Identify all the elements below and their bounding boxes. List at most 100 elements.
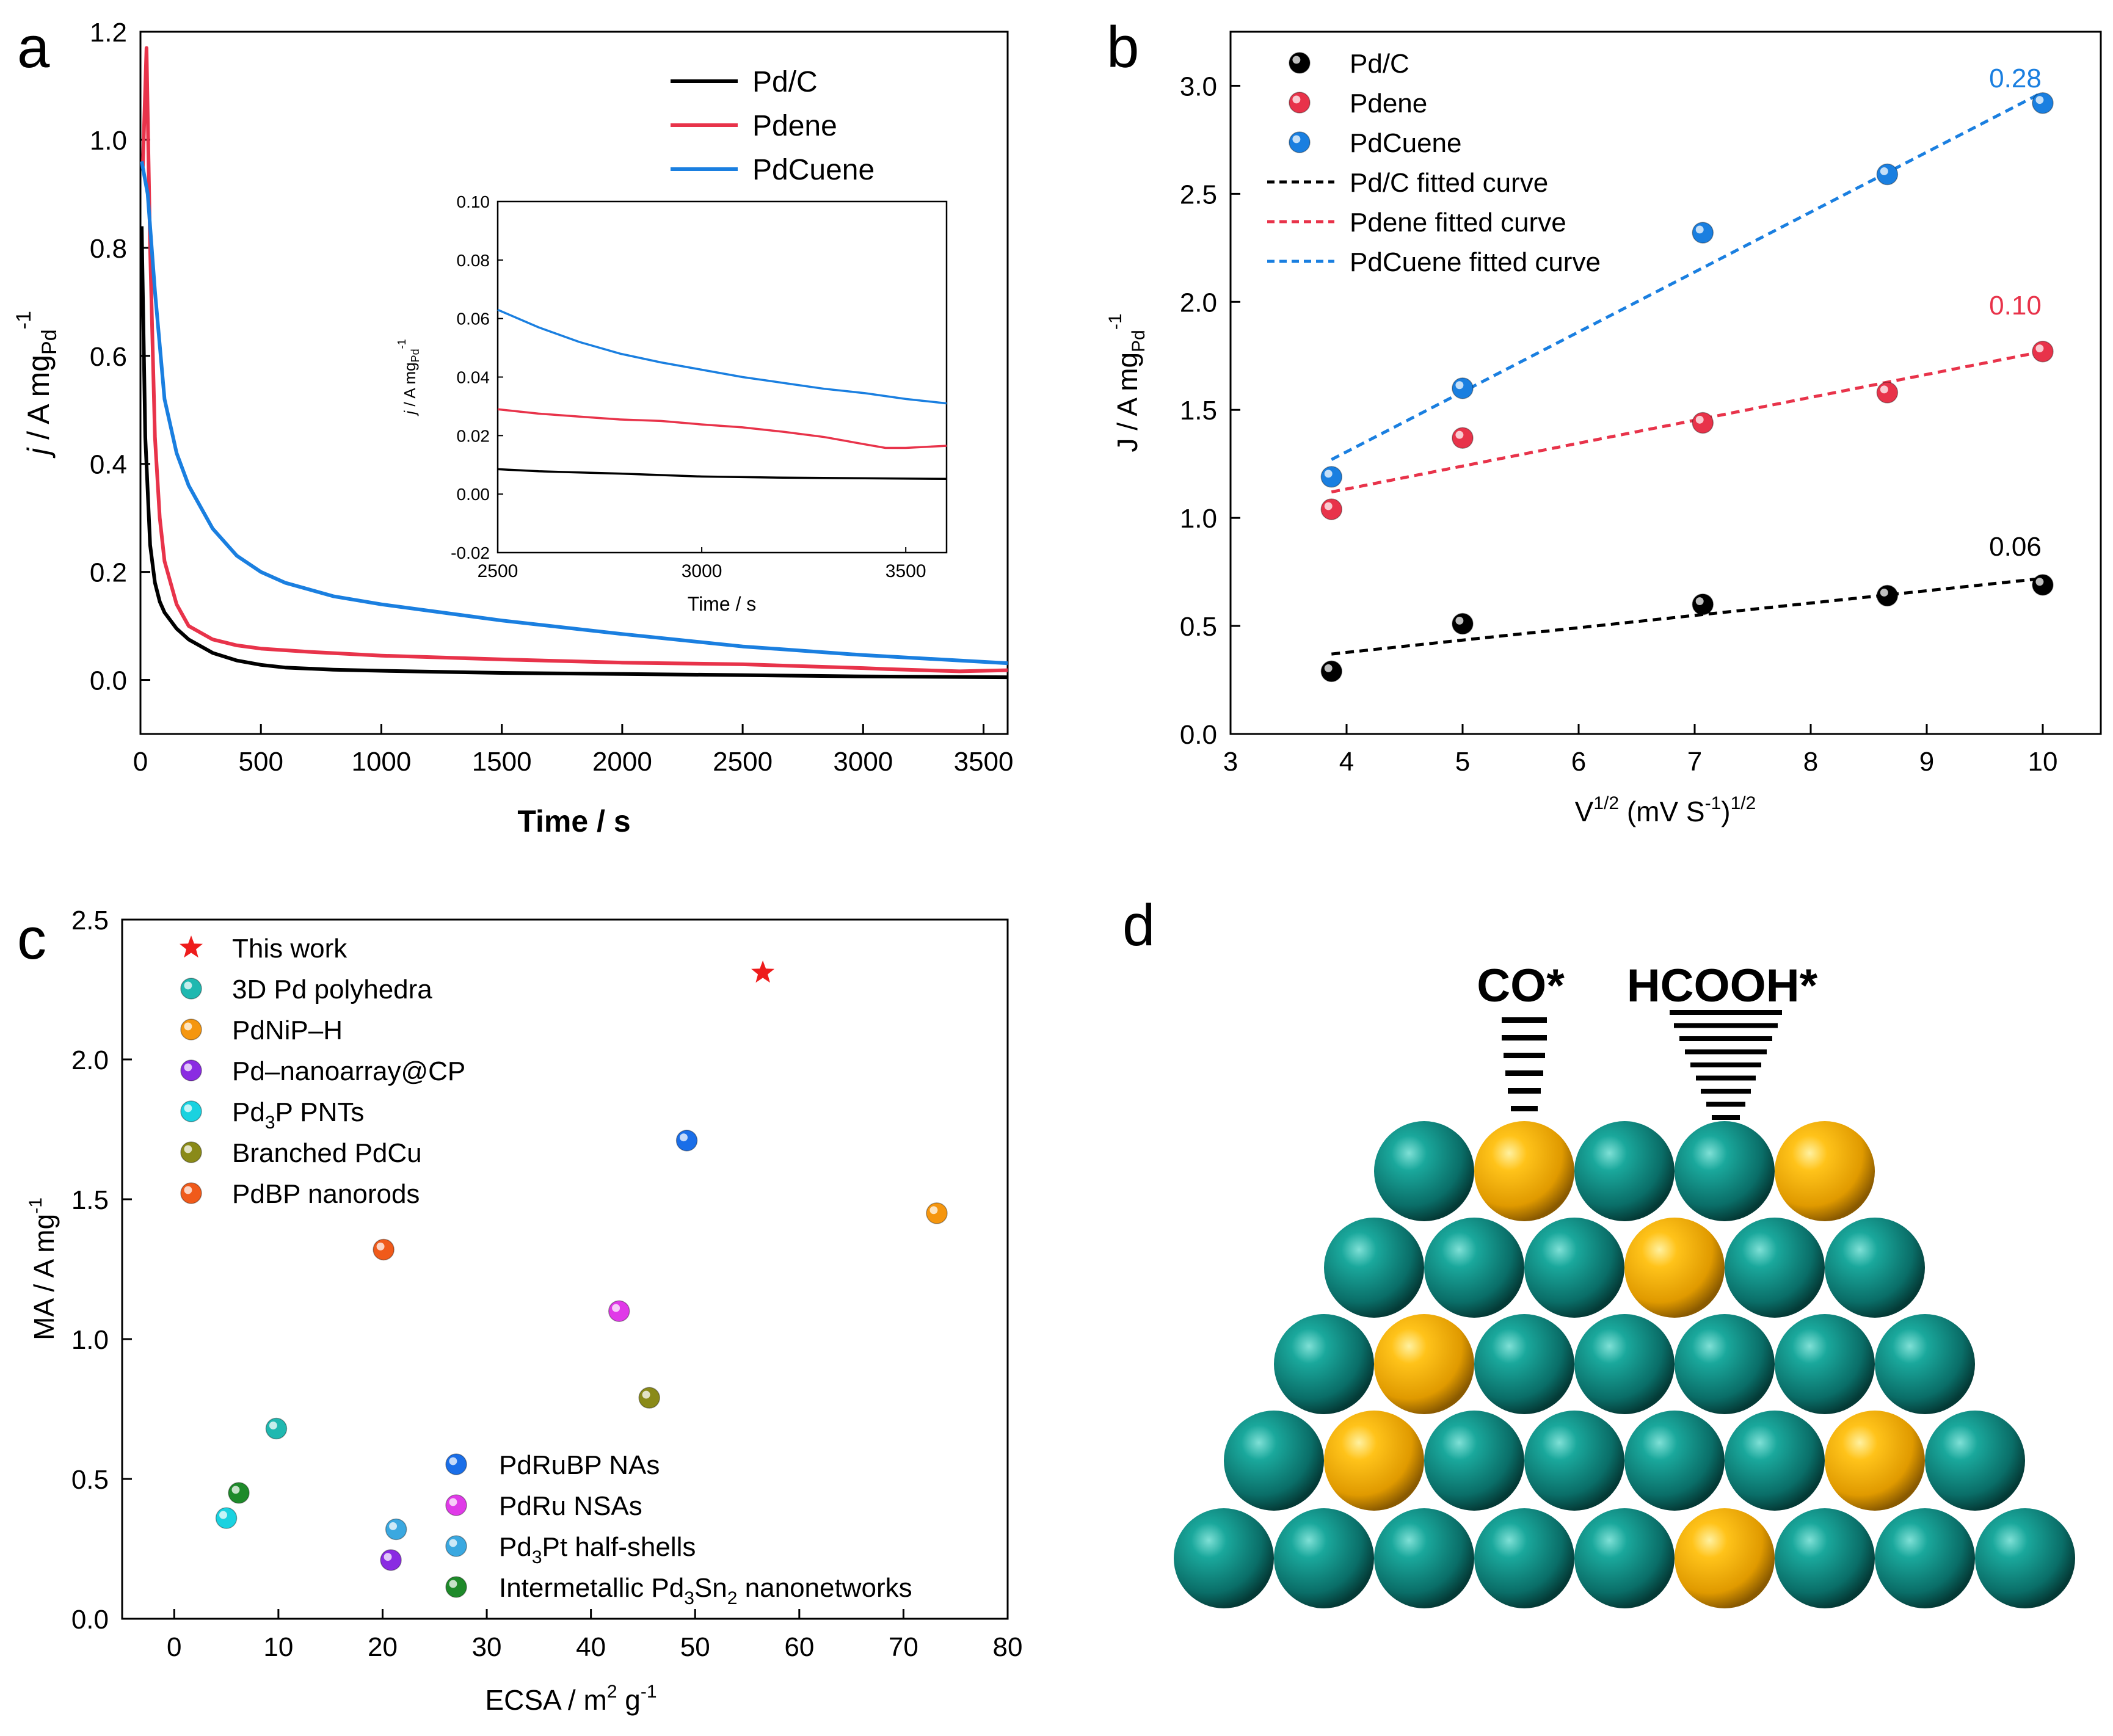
panel-b-y-tick-label: 1.0: [1180, 504, 1217, 534]
panel-c-x-tick-label: 0: [167, 1632, 181, 1662]
panel-b-plot-frame: [1229, 31, 2102, 735]
atom-teal: [1224, 1411, 1324, 1511]
panel-b-slope-label-pdcuene: 0.28: [1989, 64, 2042, 93]
panel-c-legend-label: Pd3P PNTs: [232, 1097, 364, 1133]
inset-plot-frame: [496, 200, 948, 554]
panel-c-point-pdbp-nanorods: [373, 1238, 395, 1261]
co-energy-bar: [1505, 1070, 1543, 1076]
panel-b-legend-label: PdCuene: [1350, 128, 1461, 158]
panel-b-fit-pdcuene: [1331, 90, 2044, 461]
panel-c-y-tick-label: 1.5: [71, 1185, 109, 1215]
panel-a-y-axis-title: j / A mgPd-1: [12, 311, 61, 459]
panel-a-series-pdc: [140, 226, 1008, 680]
panel-c-legend-marker: [445, 1576, 467, 1598]
panel-c-point-branched-pdcu: [638, 1387, 660, 1409]
atom-teal: [1725, 1411, 1825, 1511]
panel-c-legend-label: Intermetallic Pd3Sn2 nanonetworks: [499, 1573, 912, 1608]
atom-gold: [1474, 1121, 1574, 1221]
atom-teal: [1675, 1121, 1775, 1221]
legend-label-pd-c: Pd/C: [752, 66, 818, 98]
inset-series-pdcuene: [497, 308, 947, 405]
panel-a-inset-chart: 2500 3000 3500 -0.02 0.00 0.02 0.04 0.06 0.08 0.…: [396, 192, 948, 615]
inset-y-tick-label: 0.02: [457, 426, 490, 445]
inset-y-tick-label: 0.10: [457, 192, 490, 211]
panel-a-x-tick-label: 0: [133, 747, 148, 777]
panel-b-fit-pdene: [1331, 350, 2043, 494]
panel-b-legend-label: Pd/C: [1350, 49, 1409, 79]
panel-b-point-pdene: [1876, 382, 1899, 404]
panel-a-x-tick-label: 500: [239, 747, 283, 777]
panel-c-point-pdrubp-nas: [675, 1130, 698, 1152]
hcooh-adsorbate-label: HCOOH*: [1627, 960, 1818, 1012]
hcooh-energy-bar: [1674, 1023, 1778, 1028]
atom-gold: [1624, 1218, 1725, 1318]
panel-c-legend-marker: [445, 1494, 467, 1516]
panel-c-x-tick-label: 10: [263, 1632, 293, 1662]
panel-c-legend-label: PdBP nanorods: [232, 1179, 420, 1209]
panel-b-x-axis-title: V1/2 (mV S-1)1/2: [1575, 793, 1756, 827]
inset-series-pdc: [497, 468, 947, 481]
legend-label-pdene: Pdene: [752, 110, 837, 142]
inset-y-axis-title: j / A mgPd-1: [396, 339, 421, 416]
panel-c-point-this-work: [751, 961, 775, 983]
atom-gold: [1374, 1314, 1474, 1414]
panel-a-x-tick-label: 3500: [954, 747, 1014, 777]
hcooh-energy-bar: [1712, 1115, 1740, 1120]
atom-teal: [1875, 1314, 1975, 1414]
panel-b-x-tick-label: 3: [1223, 747, 1238, 777]
atom-teal: [1975, 1508, 2075, 1608]
panel-c-y-axis-title: MA / A mg-1: [26, 1197, 60, 1340]
panel-b-legend-label: Pdene: [1350, 89, 1427, 118]
panel-b-x-tick-label: 9: [1919, 747, 1934, 777]
inset-y-tick-label: 0.08: [457, 251, 490, 270]
panel-a-y-tick-label: 0.8: [90, 234, 127, 264]
hcooh-energy-bar: [1685, 1049, 1767, 1055]
inset-x-tick-label: 3500: [886, 561, 926, 581]
panel-c-point-3d-pd-polyhedra: [265, 1417, 288, 1440]
panel-b-y-tick-label: 1.5: [1180, 396, 1217, 426]
panel-b-point-pdc: [1320, 660, 1343, 683]
panel-a-x-tick-label: 3000: [833, 747, 893, 777]
panel-b-point-pdcuene: [1876, 163, 1899, 186]
panel-c-x-tick-label: 50: [680, 1632, 710, 1662]
panel-c-legend-label: PdRu NSAs: [499, 1491, 642, 1521]
panel-c-x-tick-label: 20: [368, 1632, 398, 1662]
panel-c-legend-marker: [445, 1453, 467, 1475]
atom-teal: [1474, 1314, 1574, 1414]
atom-teal: [1474, 1508, 1574, 1608]
panel-d-label: d: [1122, 893, 1155, 958]
panel-c-legend: This work 3D Pd polyhedra PdNiP–H Pd–nanoar…: [180, 934, 912, 1608]
panel-a-x-tick-label: 2500: [713, 747, 773, 777]
panel-b-y-tick-label: 2.0: [1180, 288, 1217, 318]
panel-b-point-pdene: [1452, 427, 1474, 449]
panel-b-point-pdene: [1320, 498, 1343, 520]
panel-a-chart: 0 500 1000 1500 2000 2500 3000 3500 0.0 0.2 0.4 0.…: [12, 18, 1014, 838]
panel-c-plot-frame: [121, 918, 1009, 1620]
co-adsorbate-label: CO*: [1477, 960, 1565, 1012]
hcooh-energy-bar: [1696, 1075, 1756, 1081]
panel-a-x-tick-label: 1000: [351, 747, 411, 777]
panel-b-point-pdcuene: [2032, 92, 2054, 114]
panel-c-y-tick-label: 0.5: [71, 1465, 109, 1495]
panel-a-y-tick-label: 0.6: [90, 342, 127, 372]
panel-c-legend-marker: [180, 1141, 202, 1163]
inset-x-tick-label: 3000: [682, 561, 722, 581]
panel-b-y-tick-label: 0.0: [1180, 720, 1217, 750]
panel-c-point-pd3p-pnts: [215, 1507, 238, 1529]
co-energy-bar: [1511, 1106, 1538, 1111]
panel-c-legend-label: 3D Pd polyhedra: [232, 975, 432, 1004]
atom-teal: [1574, 1508, 1675, 1608]
panel-b-x-tick-label: 8: [1803, 747, 1818, 777]
co-energy-bar: [1508, 1088, 1541, 1094]
panel-c-x-tick-label: 70: [889, 1632, 918, 1662]
panel-a-y-tick-label: 0.0: [90, 666, 127, 696]
atom-teal: [1274, 1508, 1374, 1608]
panel-b-x-tick-label: 10: [2028, 747, 2058, 777]
panel-c-x-tick-label: 30: [472, 1632, 502, 1662]
panel-a-series-pdcuene: [140, 161, 1008, 666]
panel-c-legend-label: This work: [232, 934, 347, 964]
panel-a-y-tick-label: 1.2: [90, 18, 127, 48]
panel-b-legend-marker-pdene: [1289, 92, 1311, 114]
panel-c-legend-label: Pd3Pt half-shells: [499, 1532, 696, 1567]
inset-x-tick-label: 2500: [478, 561, 518, 581]
